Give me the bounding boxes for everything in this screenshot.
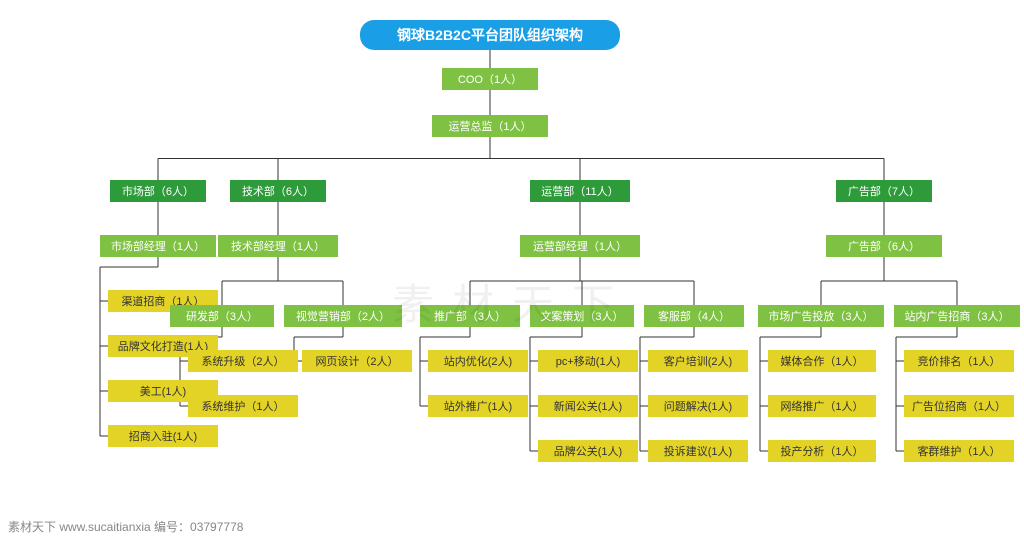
org-node-al4: 竞价排名（1人） xyxy=(904,350,1014,372)
org-node-al5: 广告位招商（1人） xyxy=(904,395,1014,417)
org-node-ol6: 客户培训(2人) xyxy=(648,350,748,372)
org-node-tl1: 系统升级（2人） xyxy=(188,350,298,372)
org-node-mgr_tech: 技术部经理（1人） xyxy=(218,235,338,257)
footer-attribution: 素材天下 www.sucaitianxia 编号：03797778 xyxy=(8,518,243,535)
org-node-dir: 运营总监（1人） xyxy=(432,115,548,137)
org-node-ol2: 站外推广(1人) xyxy=(428,395,528,417)
org-node-ol7: 问题解决(1人) xyxy=(648,395,748,417)
org-node-ol4: 新闻公关(1人) xyxy=(538,395,638,417)
org-node-mgr_market: 市场部经理（1人） xyxy=(100,235,216,257)
org-node-mgr_ad: 广告部（6人） xyxy=(826,235,942,257)
org-node-dept_tech: 技术部（6人） xyxy=(230,180,326,202)
org-node-ops_promo: 推广部（3人） xyxy=(420,305,520,327)
org-node-tl3: 网页设计（2人） xyxy=(302,350,412,372)
org-node-ad_out: 市场广告投放（3人） xyxy=(758,305,884,327)
org-node-ol3: pc+移动(1人) xyxy=(538,350,638,372)
org-node-ol8: 投诉建议(1人) xyxy=(648,440,748,462)
org-node-ops_copy: 文案策划（3人） xyxy=(530,305,634,327)
org-node-dept_ops: 运营部（11人） xyxy=(530,180,630,202)
org-node-ol5: 品牌公关(1人) xyxy=(538,440,638,462)
org-node-coo: COO（1人） xyxy=(442,68,538,90)
org-node-tech_vm: 视觉营销部（2人） xyxy=(284,305,402,327)
org-node-ol1: 站内优化(2人) xyxy=(428,350,528,372)
org-node-title: 钢球B2B2C平台团队组织架构 xyxy=(360,20,620,50)
org-node-al6: 客群维护（1人） xyxy=(904,440,1014,462)
org-node-ad_in: 站内广告招商（3人） xyxy=(894,305,1020,327)
org-node-ml4: 招商入驻(1人) xyxy=(108,425,218,447)
org-node-al2: 网络推广（1人） xyxy=(768,395,876,417)
org-node-dept_market: 市场部（6人） xyxy=(110,180,206,202)
org-node-tech_rd: 研发部（3人） xyxy=(170,305,274,327)
org-node-dept_ad: 广告部（7人） xyxy=(836,180,932,202)
org-node-mgr_ops: 运营部经理（1人） xyxy=(520,235,640,257)
org-node-al1: 媒体合作（1人） xyxy=(768,350,876,372)
org-node-al3: 投产分析（1人） xyxy=(768,440,876,462)
org-node-tl2: 系统维护（1人） xyxy=(188,395,298,417)
org-node-ops_cs: 客服部（4人） xyxy=(644,305,744,327)
